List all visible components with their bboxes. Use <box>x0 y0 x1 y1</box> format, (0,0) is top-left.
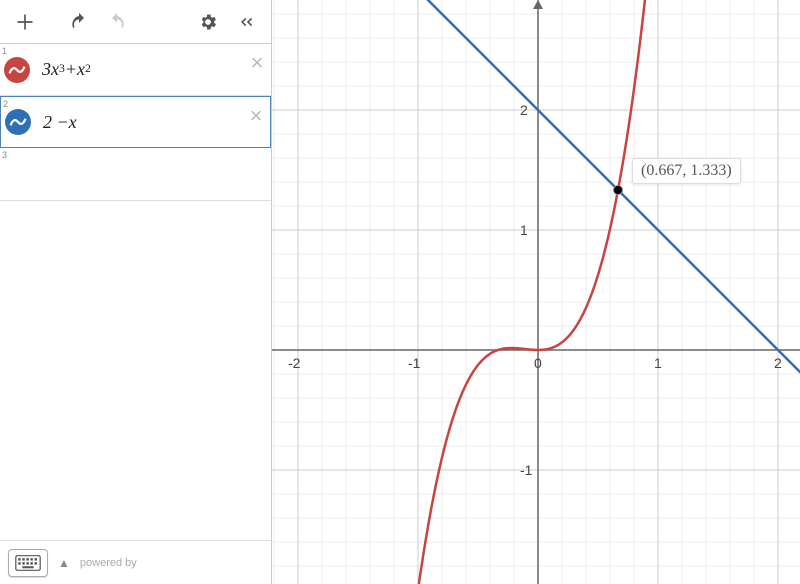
sidebar-footer: ▲ powered by <box>0 540 271 584</box>
chevron-double-left-icon <box>236 12 256 32</box>
svg-text:0: 0 <box>534 355 542 371</box>
svg-text:-1: -1 <box>408 355 421 371</box>
powered-by-label: powered by <box>80 557 137 569</box>
add-button[interactable] <box>8 5 42 39</box>
gear-icon <box>198 12 218 32</box>
settings-button[interactable] <box>191 5 225 39</box>
svg-text:1: 1 <box>654 355 662 371</box>
expression-list: 1 3x3 + x2× 2 2 − x× 3 <box>0 44 271 540</box>
svg-text:2: 2 <box>774 355 782 371</box>
collapse-button[interactable] <box>229 5 263 39</box>
expression-row[interactable]: 1 3x3 + x2× <box>0 44 271 96</box>
redo-button[interactable] <box>100 5 134 39</box>
delete-expression-button[interactable]: × <box>243 44 271 95</box>
keyboard-button[interactable] <box>8 549 48 577</box>
svg-text:-1: -1 <box>520 462 533 478</box>
undo-button[interactable] <box>62 5 96 39</box>
expression-sidebar: 1 3x3 + x2× 2 2 − x× 3 ▲ powered by <box>0 0 272 584</box>
point-coordinate-label: (0.667, 1.333) <box>632 158 741 184</box>
delete-expression-button[interactable]: × <box>242 97 270 147</box>
svg-text:1: 1 <box>520 222 528 238</box>
expression-row[interactable]: 2 2 − x× <box>0 96 271 148</box>
expression-index: 2 <box>3 99 8 109</box>
redo-icon <box>107 12 127 32</box>
expression-index: 1 <box>2 46 7 56</box>
expression-index: 3 <box>2 150 7 160</box>
undo-icon <box>69 12 89 32</box>
app-root: 1 3x3 + x2× 2 2 − x× 3 ▲ powered by -2 -1 0 1 2 -… <box>0 0 800 584</box>
plus-icon <box>15 12 35 32</box>
graph-canvas[interactable]: -2-1012-1123 <box>272 0 800 584</box>
expression-formula[interactable]: 3x3 + x2 <box>34 44 243 95</box>
expression-row-empty[interactable]: 3 <box>0 148 271 201</box>
keyboard-icon <box>15 554 41 572</box>
svg-text:2: 2 <box>520 102 528 118</box>
sidebar-toolbar <box>0 0 271 44</box>
svg-text:-2: -2 <box>288 355 301 371</box>
graph-pane[interactable]: -2-1012-1123 (0.667, 1.333) <box>272 0 800 584</box>
expression-formula[interactable] <box>34 148 271 200</box>
expression-formula[interactable]: 2 − x <box>35 97 242 147</box>
